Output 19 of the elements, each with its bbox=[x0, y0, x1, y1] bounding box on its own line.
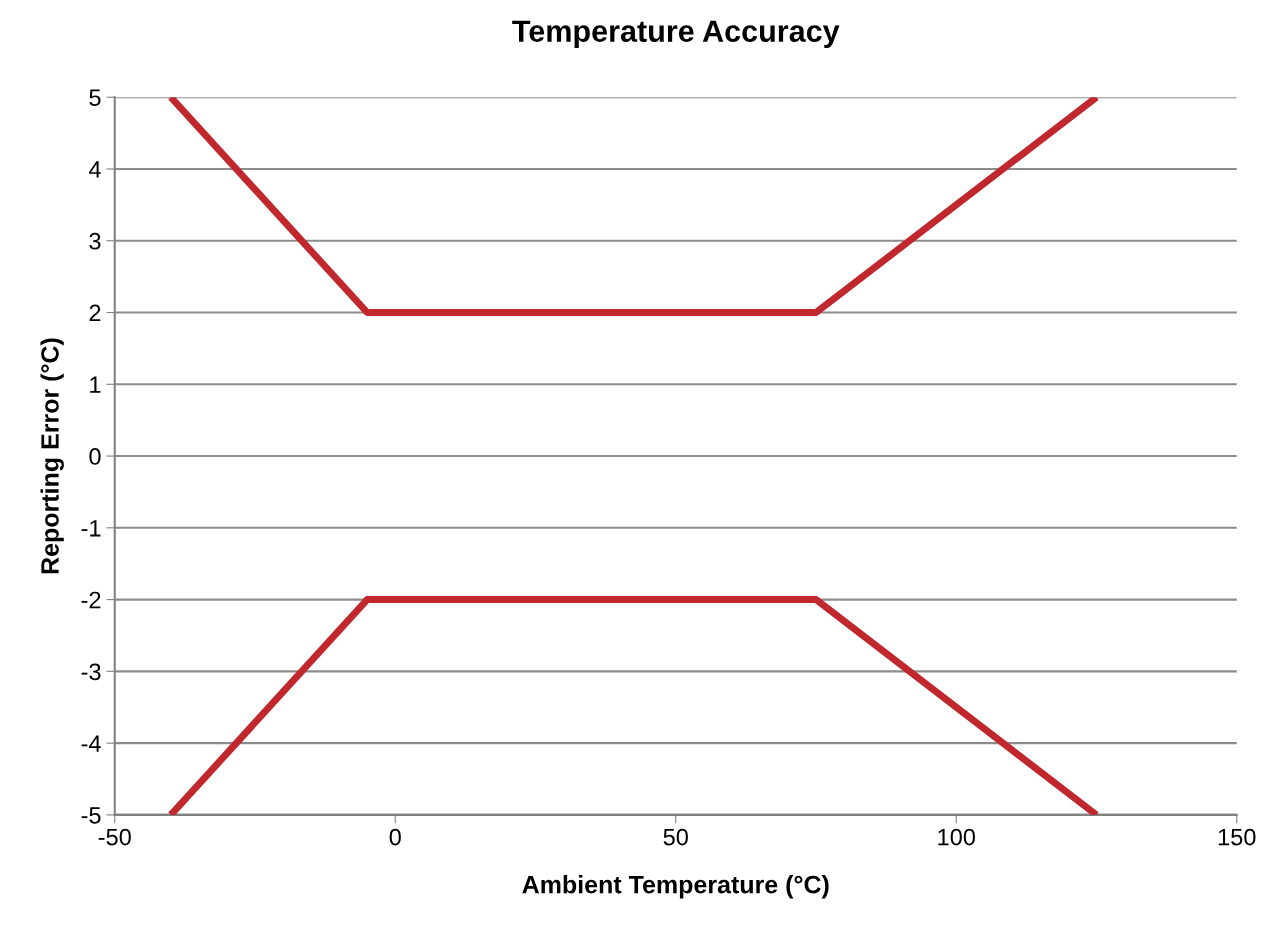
y-tick-label: -1 bbox=[81, 520, 101, 537]
chart-title: Temperature Accuracy bbox=[512, 20, 840, 49]
y-tick-label: 3 bbox=[89, 232, 101, 250]
y-tick-label: -4 bbox=[81, 735, 101, 752]
y-tick-label: 0 bbox=[89, 448, 101, 465]
x-axis-title: Ambient Temperature (°C) bbox=[522, 875, 829, 899]
y-tick-label: -2 bbox=[81, 591, 101, 609]
y-tick-label: -3 bbox=[81, 663, 101, 681]
y-tick-label: 5 bbox=[89, 89, 101, 107]
x-tick-label: -50 bbox=[98, 828, 131, 846]
x-tick-label: 100 bbox=[938, 828, 976, 846]
x-tick-label: 50 bbox=[663, 828, 688, 846]
y-tick-label: 4 bbox=[88, 161, 101, 178]
x-tick-label: 150 bbox=[1218, 828, 1256, 846]
x-tick-label: 0 bbox=[389, 828, 401, 846]
y-tick-label: -5 bbox=[81, 807, 101, 824]
y-axis-title: Reporting Error (°C) bbox=[40, 338, 64, 574]
y-tick-label: 1 bbox=[90, 376, 101, 393]
y-tick-label: 2 bbox=[89, 304, 101, 322]
